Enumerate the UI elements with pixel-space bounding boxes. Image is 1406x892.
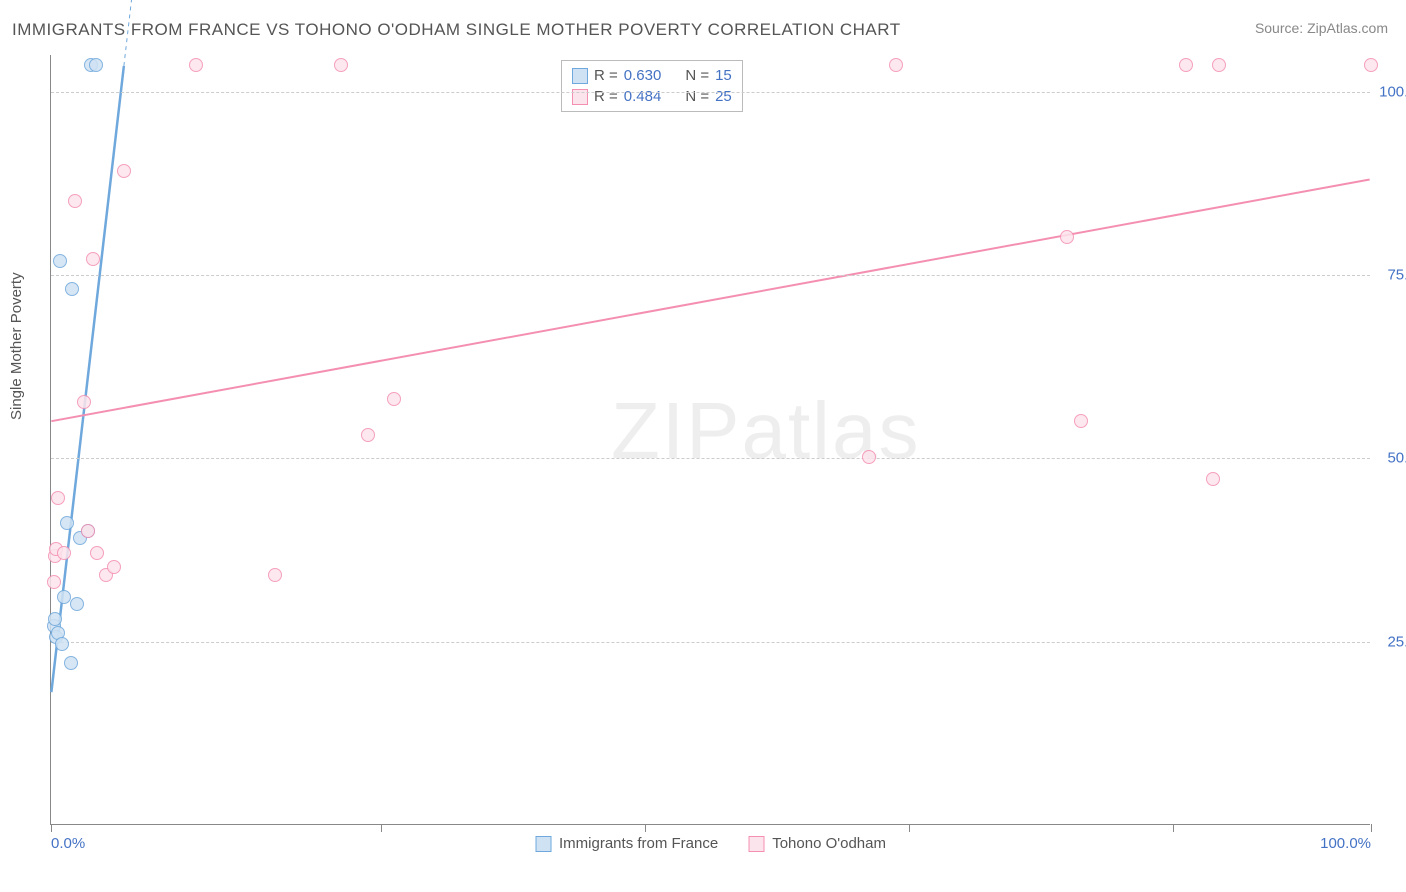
data-point: [268, 568, 282, 582]
source-label: Source: ZipAtlas.com: [1255, 20, 1388, 36]
legend-row: R = 0.630 N = 15: [572, 65, 732, 86]
data-point: [1364, 58, 1378, 72]
gridline: [51, 642, 1370, 643]
legend-swatch: [748, 836, 764, 852]
legend-swatch: [572, 68, 588, 84]
trend-lines-svg: [51, 55, 1370, 824]
data-point: [1206, 472, 1220, 486]
trend-line: [51, 180, 1369, 422]
r-value: 0.484: [624, 88, 662, 105]
x-tick: [645, 824, 646, 832]
n-label: N =: [685, 88, 709, 105]
series-legend-item: Tohono O'odham: [748, 835, 886, 852]
chart-container: IMMIGRANTS FROM FRANCE VS TOHONO O'ODHAM…: [0, 0, 1406, 892]
data-point: [117, 164, 131, 178]
gridline: [51, 92, 1370, 93]
x-tick: [51, 824, 52, 832]
x-tick: [909, 824, 910, 832]
data-point: [89, 58, 103, 72]
n-value: 25: [715, 88, 732, 105]
data-point: [57, 546, 71, 560]
data-point: [387, 392, 401, 406]
y-tick-label: 100.0%: [1379, 83, 1406, 100]
x-tick: [381, 824, 382, 832]
r-label: R =: [594, 67, 618, 84]
data-point: [334, 58, 348, 72]
y-tick-label: 75.0%: [1387, 267, 1406, 284]
data-point: [51, 491, 65, 505]
n-value: 15: [715, 67, 732, 84]
data-point: [1060, 230, 1074, 244]
data-point: [862, 450, 876, 464]
series-legend-item: Immigrants from France: [535, 835, 718, 852]
data-point: [90, 546, 104, 560]
series-name: Tohono O'odham: [772, 835, 886, 852]
data-point: [81, 524, 95, 538]
r-value: 0.630: [624, 67, 662, 84]
data-point: [68, 194, 82, 208]
x-tick-label-min: 0.0%: [51, 835, 85, 852]
data-point: [64, 656, 78, 670]
legend-row: R = 0.484 N = 25: [572, 86, 732, 107]
x-tick: [1371, 824, 1372, 832]
y-axis-label: Single Mother Poverty: [8, 272, 25, 420]
data-point: [47, 575, 61, 589]
watermark: ZIPatlas: [611, 385, 920, 477]
r-label: R =: [594, 88, 618, 105]
n-label: N =: [685, 67, 709, 84]
data-point: [189, 58, 203, 72]
legend-swatch: [535, 836, 551, 852]
x-tick-label-max: 100.0%: [1320, 835, 1371, 852]
correlation-legend: R = 0.630 N = 15 R = 0.484 N = 25: [561, 60, 743, 112]
chart-title: IMMIGRANTS FROM FRANCE VS TOHONO O'ODHAM…: [12, 20, 901, 40]
data-point: [107, 560, 121, 574]
x-tick: [1173, 824, 1174, 832]
data-point: [48, 612, 62, 626]
gridline: [51, 275, 1370, 276]
series-legend: Immigrants from France Tohono O'odham: [535, 835, 886, 852]
data-point: [65, 282, 79, 296]
data-point: [1074, 414, 1088, 428]
data-point: [889, 58, 903, 72]
data-point: [86, 252, 100, 266]
data-point: [1179, 58, 1193, 72]
data-point: [1212, 58, 1226, 72]
series-name: Immigrants from France: [559, 835, 718, 852]
y-tick-label: 50.0%: [1387, 450, 1406, 467]
data-point: [77, 395, 91, 409]
gridline: [51, 458, 1370, 459]
plot-area: ZIPatlas R = 0.630N = 15R = 0.484N = 25 …: [50, 55, 1370, 825]
y-tick-label: 25.0%: [1387, 633, 1406, 650]
data-point: [57, 590, 71, 604]
data-point: [60, 516, 74, 530]
data-point: [70, 597, 84, 611]
data-point: [361, 428, 375, 442]
data-point: [53, 254, 67, 268]
data-point: [55, 637, 69, 651]
